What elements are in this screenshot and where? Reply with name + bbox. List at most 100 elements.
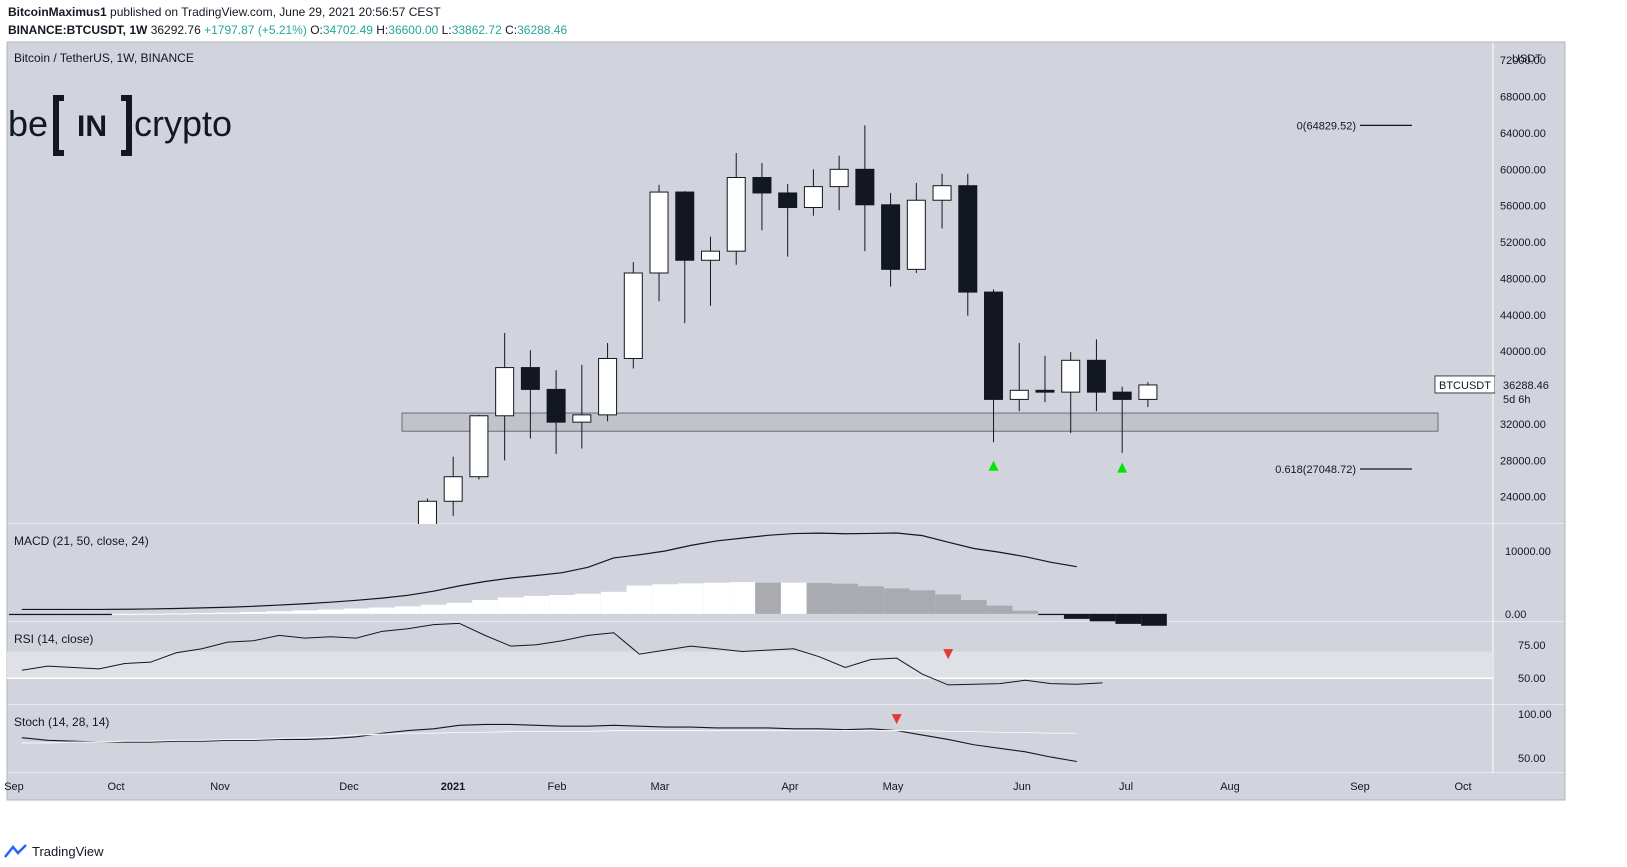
macd-histogram-bar <box>806 583 833 614</box>
macd-histogram-bar <box>1063 613 1090 619</box>
macd-histogram-bar <box>9 613 35 616</box>
macd-histogram-bar <box>111 613 138 615</box>
candle-body <box>649 191 669 274</box>
candle-body <box>469 415 489 478</box>
author-name[interactable]: BitcoinMaximus1 <box>8 5 107 19</box>
time-axis-tick: Feb <box>548 781 567 793</box>
macd-title: MACD (21, 50, close, 24) <box>14 534 149 548</box>
macd-histogram-bar <box>755 582 781 614</box>
price-axis-bg-1 <box>1493 524 1565 622</box>
macd-histogram-bar <box>497 597 524 614</box>
stoch-signal-marker <box>891 714 902 725</box>
macd-histogram-bar <box>214 612 241 614</box>
fib-label: 0(64829.52) <box>1297 120 1356 132</box>
candle-body <box>1009 389 1029 400</box>
price-axis-tick: 64000.00 <box>1500 128 1546 140</box>
open-value: 34702.49 <box>322 23 373 37</box>
macd-histogram-bar <box>1012 610 1039 614</box>
candle-body <box>881 204 901 270</box>
low-label: L: <box>441 23 452 37</box>
time-axis-tick: Sep <box>4 781 24 793</box>
signal-marker-up <box>1117 462 1128 473</box>
macd-histogram-bar <box>575 593 601 614</box>
price-pane-title: Bitcoin / TetherUS, 1W, BINANCE <box>14 51 194 65</box>
macd-histogram-bar <box>369 607 395 614</box>
stoch-line-1 <box>21 723 1077 763</box>
price-axis-tick: 72000.00 <box>1500 55 1546 67</box>
macd-histogram-bar <box>600 591 627 614</box>
candle-body <box>803 186 823 209</box>
rsi-line <box>21 622 1103 686</box>
price-axis-bg-2 <box>1493 622 1565 705</box>
candle-body <box>417 500 437 524</box>
price-axis-tick: 44000.00 <box>1500 310 1546 322</box>
candle-body <box>906 199 926 270</box>
macd-histogram-bar <box>883 588 910 614</box>
publish-line: BitcoinMaximus1 published on TradingView… <box>8 5 441 19</box>
time-axis-tick: Oct <box>1454 781 1471 793</box>
tradingview-logo-icon <box>4 844 27 858</box>
time-axis-tick: Dec <box>339 781 359 793</box>
candle-body <box>675 191 695 261</box>
price-axis-bg-0 <box>1493 42 1565 524</box>
time-axis-tick: 2021 <box>441 781 465 793</box>
macd-histogram-bar <box>240 611 267 614</box>
price-axis-tick: 24000.00 <box>1500 492 1546 504</box>
stoch-title: Stoch (14, 28, 14) <box>14 715 109 729</box>
time-axis-tick: Oct <box>107 781 124 793</box>
candle-body <box>829 168 849 188</box>
stoch-axis-tick: 100.00 <box>1518 709 1552 721</box>
footer-brand[interactable]: TradingView <box>32 843 104 859</box>
macd-axis-tick: 10000.00 <box>1505 546 1551 558</box>
candle-body <box>598 357 618 416</box>
fib-label: 0.618(27048.72) <box>1275 464 1356 476</box>
macd-histogram-bar <box>652 584 678 614</box>
time-axis-bg <box>7 773 1565 800</box>
macd-histogram-bar <box>163 613 190 615</box>
support-zone <box>401 412 1439 432</box>
macd-histogram-bar <box>780 582 807 614</box>
macd-histogram-bar <box>703 582 730 614</box>
logo-text-be: be <box>8 103 48 144</box>
candle-body <box>958 185 978 293</box>
macd-histogram-bar <box>935 594 962 614</box>
publish-info: published on TradingView.com, June 29, 2… <box>110 5 441 19</box>
price-axis-tick: 32000.00 <box>1500 419 1546 431</box>
macd-histogram-bar <box>523 595 550 614</box>
signal-marker-up <box>988 460 999 471</box>
macd-line <box>21 532 1077 611</box>
macd-histogram-bar <box>832 583 859 614</box>
close-value: 36288.46 <box>517 23 568 37</box>
price-tag-countdown: 5d 6h <box>1503 394 1531 406</box>
macd-histogram-bar <box>394 606 421 614</box>
candle-body <box>572 414 592 423</box>
price-axis-tick: 56000.00 <box>1500 201 1546 213</box>
logo-text-crypto: crypto <box>134 103 232 144</box>
logo-text-in: IN <box>77 110 107 143</box>
price-axis-tick: 48000.00 <box>1500 273 1546 285</box>
macd-histogram-bar <box>986 605 1013 614</box>
last-price: 36292.76 <box>150 23 201 37</box>
price-axis-tick: 60000.00 <box>1500 164 1546 176</box>
candle-body <box>443 476 463 502</box>
macd-histogram-bar <box>1089 613 1116 622</box>
candle-body <box>700 250 720 261</box>
time-axis-tick: Jul <box>1119 781 1133 793</box>
logo-bracket-left <box>53 95 64 156</box>
time-axis-tick: Nov <box>210 781 230 793</box>
macd-histogram-bar <box>317 609 344 614</box>
candle-body <box>1035 389 1055 393</box>
stoch-line-2 <box>21 730 1077 744</box>
macd-histogram-bar <box>292 610 318 614</box>
candle-body <box>984 291 1004 400</box>
macd-histogram-bar <box>446 602 473 614</box>
time-axis-tick: Jun <box>1013 781 1031 793</box>
macd-histogram-bar <box>858 586 884 614</box>
macd-histogram-bar <box>961 600 987 614</box>
footer: TradingView <box>4 843 104 859</box>
time-axis-tick: Mar <box>651 781 670 793</box>
price-tag-bg <box>1495 375 1557 406</box>
macd-histogram-bar <box>137 613 164 615</box>
candle-body <box>855 168 875 206</box>
